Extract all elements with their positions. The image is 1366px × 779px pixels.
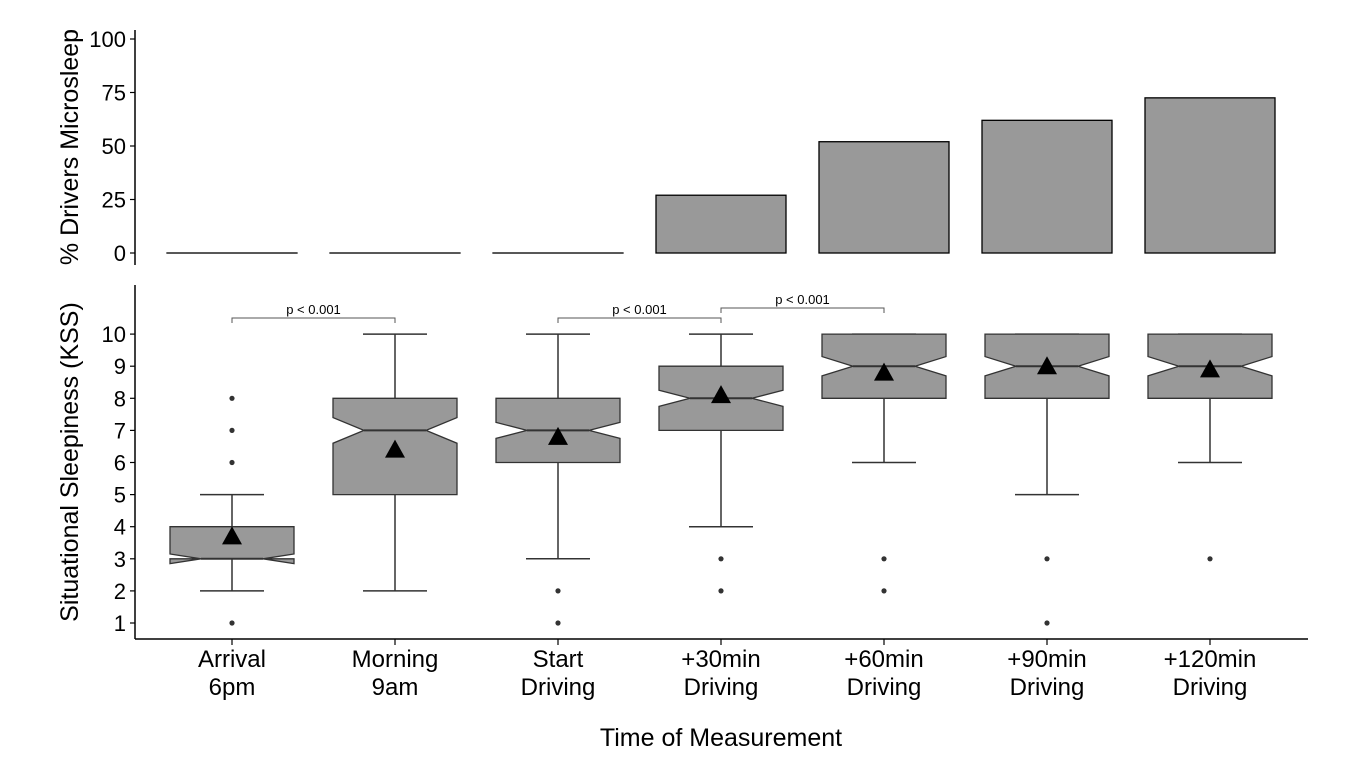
x-tick-label-line1: +120min [1164, 646, 1257, 673]
mean-triangle [385, 439, 405, 458]
p-value-label: p < 0.001 [612, 302, 667, 317]
mean-triangle [1200, 359, 1220, 378]
bottom-y-tick-label: 8 [114, 386, 126, 411]
top-y-tick-label: 75 [102, 81, 126, 106]
x-tick-label-line1: +30min [681, 646, 760, 673]
box-group-1 [169, 395, 295, 626]
bottom-y-tick-label: 9 [114, 354, 126, 379]
bottom-y-tick-label: 10 [102, 322, 126, 347]
notched-box [169, 526, 295, 565]
significance-bracket-3: p < 0.001 [720, 292, 885, 313]
bottom-y-tick-label: 7 [114, 418, 126, 443]
bar-5 [818, 141, 950, 254]
significance-bracket-2: p < 0.001 [557, 302, 722, 323]
top-y-tick-label: 50 [102, 134, 126, 159]
mean-triangle [711, 385, 731, 404]
outlier-point [1044, 620, 1050, 626]
top-y-tick-label: 25 [102, 188, 126, 213]
p-value-label: p < 0.001 [775, 292, 830, 307]
x-tick-label-line1: Start [533, 646, 584, 673]
bottom-y-tick-label: 5 [114, 483, 126, 508]
x-tick-label-line2: Driving [1173, 674, 1248, 701]
outlier-point [229, 395, 235, 401]
x-tick-label-line2: Driving [1010, 674, 1085, 701]
outlier-point [881, 556, 887, 562]
outlier-point [881, 588, 887, 594]
kss-boxplot-panel: Situational Sleepiness (KSS) 1 2 3 4 5 6 7 8 9 10… [56, 285, 1308, 752]
mean-triangle [548, 426, 568, 445]
outlier-point [229, 620, 235, 626]
top-y-tick-label: 100 [89, 27, 126, 52]
x-axis-title: Time of Measurement [600, 724, 842, 752]
outlier-point [1207, 556, 1213, 562]
x-tick-label-line1: Arrival [198, 646, 266, 673]
significance-bracket-1: p < 0.001 [231, 302, 396, 323]
outlier-point [718, 588, 724, 594]
box-group-6 [984, 333, 1110, 626]
bracket-line [720, 307, 885, 313]
outlier-point [1044, 556, 1050, 562]
mean-triangle [222, 526, 242, 545]
mean-triangle [874, 362, 894, 381]
outlier-point [555, 620, 561, 626]
bracket-line [231, 317, 396, 323]
outlier-point [229, 459, 235, 466]
x-tick-label-line2: Driving [521, 674, 596, 701]
box-group-7 [1147, 333, 1273, 562]
box-group-4 [658, 333, 784, 594]
outlier-point [229, 427, 235, 433]
box-group-2 [332, 333, 458, 592]
bottom-y-tick-label: 6 [114, 451, 126, 476]
bottom-y-axis-title: Situational Sleepiness (KSS) [56, 302, 84, 622]
x-tick-label-line1: +90min [1007, 646, 1086, 673]
top-y-tick-label: 0 [114, 241, 126, 266]
top-y-axis-title: % Drivers Microsleep [56, 29, 84, 265]
x-tick-label-line2: 9am [372, 674, 419, 701]
x-tick-label-line2: Driving [684, 674, 759, 701]
bar-6 [981, 119, 1113, 254]
mean-triangle [1037, 356, 1057, 375]
x-tick-label-line2: 6pm [209, 674, 256, 701]
x-tick-label-line1: Morning [352, 646, 439, 673]
p-value-label: p < 0.001 [286, 302, 341, 317]
box-group-3 [495, 333, 621, 626]
bar-4 [655, 194, 787, 254]
outlier-point [555, 588, 561, 594]
x-tick-label-line2: Driving [847, 674, 922, 701]
microsleep-bar-panel: % Drivers Microsleep 0 25 50 75 100 [56, 27, 1276, 266]
x-tick-label-line1: +60min [844, 646, 923, 673]
bottom-y-tick-label: 4 [114, 515, 126, 540]
bracket-line [557, 317, 722, 323]
outlier-point [718, 556, 724, 562]
bottom-y-tick-label: 1 [114, 611, 126, 636]
box-group-5 [821, 333, 947, 594]
bottom-y-tick-label: 3 [114, 547, 126, 572]
bottom-y-tick-label: 2 [114, 579, 126, 604]
bar-7 [1144, 97, 1276, 254]
